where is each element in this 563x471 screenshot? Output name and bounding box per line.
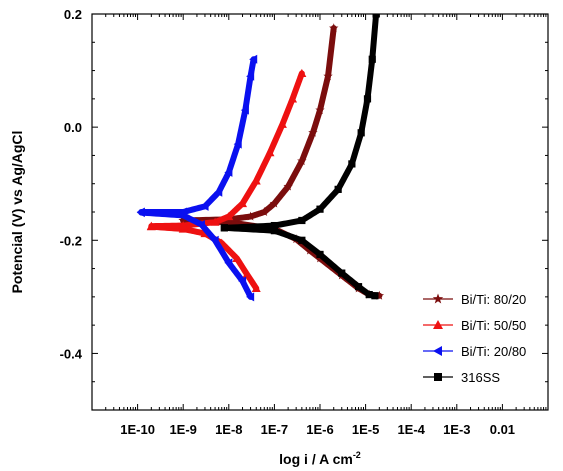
data-point: [246, 71, 255, 81]
x-tick-label: 1E-10: [120, 422, 155, 437]
data-point: [242, 269, 252, 278]
data-point: [214, 187, 223, 197]
legend-label: Bi/Ti: 20/80: [461, 344, 526, 359]
data-point: [259, 207, 269, 216]
data-point: [220, 224, 228, 232]
data-point: [210, 235, 219, 245]
legend-item: Bi/Ti: 50/50: [423, 318, 526, 333]
data-point: [315, 105, 325, 115]
data-point: [354, 283, 363, 291]
series-triangle-left: [136, 54, 258, 302]
legend-item: 316SS: [423, 370, 500, 385]
y-axis: 0.2 0.0 -0.2 -0.4: [60, 7, 548, 411]
x-axis-title-main: log i / A cm: [279, 451, 353, 467]
data-point: [372, 14, 380, 18]
data-point: [232, 253, 242, 262]
y-axis-title: Potencial (V) vs Ag/AgCl: [9, 131, 25, 294]
data-point: [200, 201, 209, 211]
y-tick-label: -0.2: [60, 233, 82, 248]
data-point: [298, 216, 306, 225]
data-point: [233, 139, 242, 149]
data-point: [196, 219, 205, 229]
data-point: [238, 199, 248, 208]
data-point: [178, 215, 188, 225]
anodic-branch: [138, 56, 257, 215]
data-point: [288, 94, 298, 103]
data-point: [270, 221, 278, 230]
data-point: [224, 212, 234, 221]
legend-label: Bi/Ti: 50/50: [461, 318, 526, 333]
data-point: [178, 221, 188, 230]
anodic-branch: [148, 70, 305, 230]
x-tick-label: 1E-7: [261, 422, 288, 437]
data-point: [338, 269, 346, 277]
data-point: [269, 198, 280, 208]
data-point: [238, 276, 247, 286]
legend-label: 316SS: [461, 370, 500, 385]
data-point: [316, 205, 324, 213]
x-tick-label: 1E-8: [215, 422, 242, 437]
y-tick-label: 0.2: [64, 7, 82, 22]
legend-marker: [433, 320, 443, 329]
x-tick-label: 1E-3: [443, 422, 470, 437]
y-tick-label: 0.0: [64, 120, 82, 135]
legend-marker: [433, 346, 442, 356]
data-point: [348, 160, 356, 168]
data-point: [297, 156, 307, 166]
x-axis: 1E-10 1E-9 1E-8 1E-7 1E-6 1E-5 1E-4 1E-3 0.01: [91, 14, 547, 437]
data-point: [210, 217, 220, 226]
x-axis-title: log i / A cm-2: [279, 450, 361, 467]
anodic-branch: [221, 14, 380, 231]
data-point: [136, 207, 145, 217]
data-point: [251, 283, 261, 292]
series-layer: [136, 14, 385, 302]
data-point: [374, 290, 385, 300]
data-point: [334, 185, 342, 193]
data-point: [240, 105, 249, 115]
x-tick-label: 1E-4: [397, 422, 425, 437]
data-point: [298, 236, 306, 244]
series-square: [220, 14, 380, 300]
legend-label: Bi/Ti: 80/20: [461, 292, 526, 307]
data-point: [365, 290, 373, 299]
legend-item: Bi/Ti: 80/20: [423, 292, 526, 307]
data-point: [265, 148, 275, 157]
x-tick-label: 0.01: [490, 422, 515, 437]
data-point: [251, 176, 261, 185]
data-point: [270, 227, 278, 235]
legend-marker: [432, 293, 444, 304]
x-tick-label: 1E-6: [306, 422, 333, 437]
legend-marker: [434, 373, 442, 381]
anodic-branch: [180, 25, 337, 224]
x-tick-label: 1E-9: [169, 422, 196, 437]
data-point: [368, 55, 376, 63]
data-point: [277, 119, 287, 128]
data-point: [224, 258, 233, 268]
data-point: [316, 250, 324, 259]
data-point: [363, 95, 372, 103]
data-point: [308, 127, 318, 137]
data-point: [245, 211, 256, 221]
legend: Bi/Ti: 80/20 Bi/Ti: 50/50 Bi/Ti: 20/80 316S…: [423, 292, 526, 385]
data-point: [224, 167, 233, 177]
data-point: [357, 129, 365, 137]
data-point: [371, 292, 379, 300]
data-point: [329, 23, 339, 33]
data-point: [178, 207, 187, 217]
data-point: [323, 71, 333, 81]
x-tick-label: 1E-5: [352, 422, 379, 437]
data-point: [283, 181, 293, 191]
y-tick-label: -0.4: [60, 346, 83, 361]
data-point: [297, 68, 307, 77]
data-point: [246, 292, 255, 302]
legend-item: Bi/Ti: 20/80: [423, 344, 526, 359]
series-triangle-up: [146, 68, 307, 292]
data-point: [249, 54, 258, 64]
data-point: [146, 221, 156, 230]
x-axis-title-superscript: -2: [353, 450, 361, 460]
